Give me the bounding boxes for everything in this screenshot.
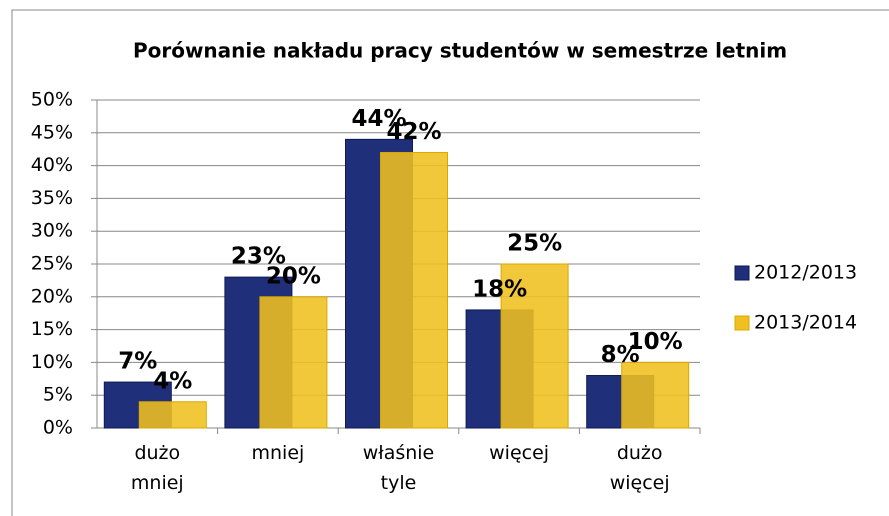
y-tick-label: 25%	[31, 253, 73, 275]
data-label: 4%	[153, 368, 192, 394]
bar	[259, 296, 328, 429]
bar	[380, 151, 448, 429]
bar	[621, 361, 690, 429]
y-tick-label: 35%	[31, 187, 73, 209]
y-tick-label: 50%	[31, 89, 73, 111]
y-tick-label: 15%	[31, 318, 73, 340]
data-label: 25%	[507, 231, 562, 257]
y-tick-label: 10%	[31, 351, 73, 373]
data-label: 10%	[628, 329, 683, 355]
chart-frame	[11, 9, 889, 516]
y-tick-label: 45%	[31, 121, 73, 143]
legend-label: 2012/2013	[754, 262, 857, 284]
x-tick-label: mniej	[251, 442, 305, 464]
chart-title: Porównanie nakładu pracy studentów w sem…	[133, 39, 787, 63]
y-tick-label: 5%	[43, 384, 73, 406]
x-tick-label: więcej	[489, 442, 550, 464]
legend-label: 2013/2014	[754, 312, 857, 334]
legend-swatch	[734, 265, 750, 281]
bar	[138, 401, 207, 429]
x-tick-label: dużo więcej	[609, 442, 670, 494]
y-tick-label: 30%	[31, 220, 73, 242]
data-label: 42%	[386, 119, 441, 145]
data-label: 44%	[351, 106, 406, 132]
data-label: 8%	[601, 342, 640, 368]
data-label: 18%	[472, 276, 527, 302]
y-tick-label: 40%	[31, 154, 73, 176]
y-tick-label: 0%	[43, 417, 73, 439]
data-label: 23%	[231, 244, 286, 270]
data-label: 7%	[118, 349, 157, 375]
bar	[500, 263, 569, 429]
legend-swatch	[734, 315, 750, 331]
y-tick-label: 20%	[31, 285, 73, 307]
data-label: 20%	[266, 263, 321, 289]
x-tick-label: właśnie tyle	[362, 442, 435, 494]
x-tick-label: dużo mniej	[130, 442, 184, 494]
